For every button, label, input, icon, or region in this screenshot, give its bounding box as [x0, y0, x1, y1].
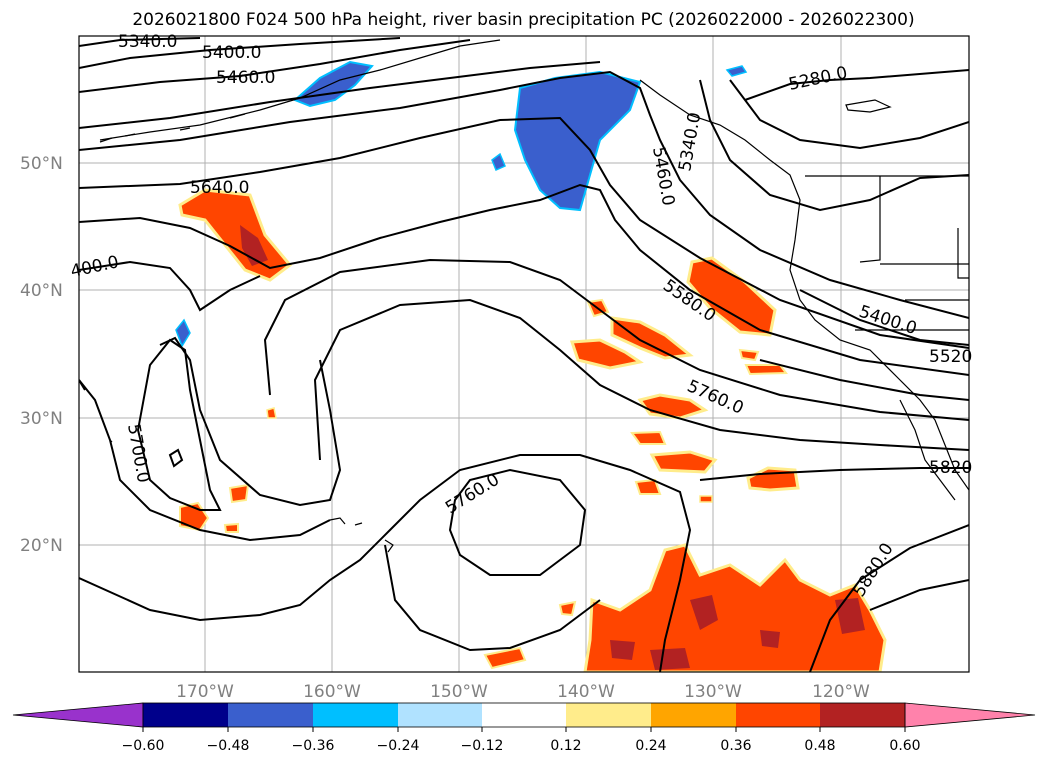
- lon-label: 120°W: [812, 682, 870, 702]
- contour-east-band-2: [759, 359, 969, 401]
- lat-label: 40°N: [20, 281, 63, 301]
- baja: [899, 399, 956, 501]
- latitude-labels: 50°N 40°N 30°N 20°N: [20, 154, 63, 556]
- contour-sw: [79, 379, 86, 391]
- lon-label: 140°W: [557, 682, 615, 702]
- pos-area-band-1: [610, 316, 694, 360]
- lake: [845, 99, 892, 113]
- colorbar-tick-label: 0.60: [889, 738, 920, 754]
- colorbar-tick-label: −0.24: [377, 738, 420, 754]
- contour-west-edge: [79, 379, 331, 542]
- aleutian-islands: [99, 113, 246, 143]
- contour-5340: [79, 37, 201, 47]
- contour-5700: [79, 183, 969, 376]
- colorbar-segment: [566, 703, 651, 727]
- colorbar-min-extend: [12, 702, 144, 728]
- contour-5460: [79, 39, 471, 93]
- colorbar-max-extend: [904, 702, 1036, 728]
- contour-label: 5520: [929, 347, 972, 367]
- colorbar-tick-label: −0.60: [122, 738, 165, 754]
- lat-label: 20°N: [20, 536, 63, 556]
- contour-small-loop: [168, 448, 184, 468]
- colorbar-segment: [736, 703, 820, 727]
- pos-area-band-2: [569, 338, 644, 370]
- pos-area-band-6: [649, 450, 718, 474]
- pos-area-band-8: [738, 348, 760, 362]
- lon-label: 130°W: [684, 682, 742, 702]
- contour-label: 5640.0: [190, 178, 249, 198]
- colorbar: −0.60 −0.48 −0.36 −0.24 −0.12 0.12 0.24 …: [12, 702, 1036, 754]
- contour-5760-north: [79, 260, 261, 312]
- pos-area-band-9: [744, 364, 788, 376]
- colorbar-segment: [228, 703, 313, 727]
- contour-5700-inner: [136, 338, 222, 511]
- colorbar-segment: [651, 703, 736, 727]
- colorbar-tick-label: 0.12: [550, 738, 581, 754]
- contour-5820: [313, 298, 969, 461]
- contour-east-band: [799, 289, 969, 346]
- state-borders: [855, 176, 969, 331]
- alaska-coast: [99, 39, 501, 141]
- contour-5760-inner: [448, 468, 587, 576]
- lat-label: 30°N: [20, 409, 63, 429]
- negative-precip-areas: [175, 60, 748, 348]
- pos-area-subtropical-2: [228, 483, 250, 504]
- contour-5760: [263, 258, 969, 421]
- contour-low-east: [699, 79, 969, 212]
- colorbar-segment: [313, 703, 398, 727]
- contour-5520: [79, 61, 601, 129]
- plot-frame: [78, 35, 970, 673]
- neg-area-small-1: [491, 152, 506, 172]
- height-contours: [79, 37, 969, 672]
- colorbar-tick-label: −0.12: [461, 738, 504, 754]
- lon-label: 170°W: [176, 682, 234, 702]
- contour-label: 5820: [929, 458, 972, 478]
- colorbar-segment: [820, 703, 905, 727]
- contour-island-loop: [384, 544, 601, 652]
- contour-5580: [79, 70, 969, 319]
- pos-area-off-oregon: [686, 256, 777, 337]
- colorbar-segment: [398, 703, 482, 727]
- pos-area-band-7: [634, 478, 662, 495]
- colorbar-tick-label: 0.24: [635, 738, 666, 754]
- colorbar-tick-label: −0.36: [292, 738, 335, 754]
- neg-area-small-2: [175, 318, 191, 348]
- colorbar-tick-label: 0.36: [720, 738, 751, 754]
- lon-label: 160°W: [303, 682, 361, 702]
- gridlines: [79, 36, 969, 672]
- contour-5280: [744, 69, 969, 101]
- contour-low-east-2: [729, 79, 969, 150]
- colorbar-segment: [143, 703, 228, 727]
- lon-label: 150°W: [430, 682, 488, 702]
- lat-label: 50°N: [20, 154, 63, 174]
- contour-5880-se: [809, 524, 969, 672]
- contour-label: 5400.0: [202, 43, 261, 63]
- contour-5640: [79, 116, 969, 349]
- pos-area-band-5: [630, 430, 667, 445]
- colorbar-tick-label: −0.48: [207, 738, 250, 754]
- neg-area-small-3: [725, 65, 748, 77]
- longitude-labels: 170°W 160°W 150°W 140°W 130°W 120°W: [176, 682, 870, 702]
- hawaii: [329, 517, 394, 553]
- colorbar-segment: [482, 703, 566, 727]
- pos-area-tropical-main: [583, 543, 887, 672]
- neg-area-gulf-alaska: [513, 70, 642, 212]
- map-title: 2026021800 F024 500 hPa height, river ba…: [132, 10, 915, 30]
- colorbar-tick-label: 0.48: [804, 738, 835, 754]
- contour-label: 5460.0: [216, 68, 275, 88]
- contour-5880-se2: [869, 579, 969, 611]
- contour-label: 5340.0: [118, 32, 177, 52]
- contour-5880-east: [699, 467, 969, 481]
- contour-5880: [79, 454, 692, 672]
- contour-5400: [79, 37, 401, 69]
